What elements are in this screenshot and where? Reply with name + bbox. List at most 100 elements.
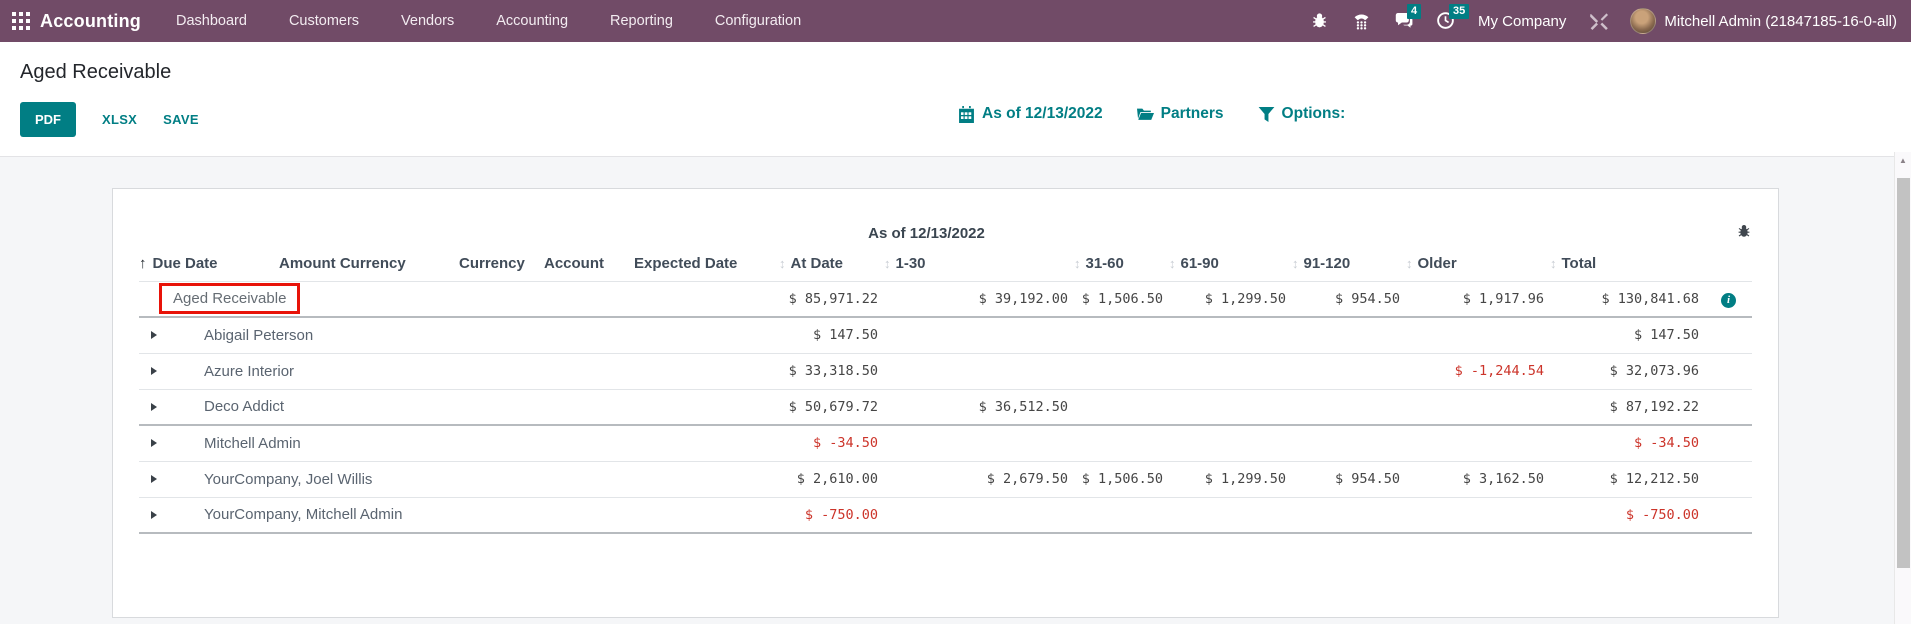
sort-icon: ↕ [884, 256, 891, 271]
amount-cell [1292, 497, 1406, 533]
amount-cell [1292, 317, 1406, 353]
total-row-label-cell[interactable]: Aged Receivable [139, 281, 779, 317]
sort-icon: ↕ [1550, 256, 1557, 271]
table-row: Deco Addict$ 50,679.72$ 36,512.50$ 87,19… [139, 389, 1752, 425]
report-card: As of 12/13/2022 ↑Due Date Amount [112, 188, 1779, 618]
amount-cell: $ 2,679.50 [884, 461, 1074, 497]
messages-badge: 4 [1407, 4, 1421, 19]
report-buttons: PDF XLSX SAVE [20, 102, 199, 137]
col-91-120[interactable]: ↕91-120 [1292, 247, 1406, 281]
expand-caret-icon[interactable] [139, 461, 169, 497]
company-switcher[interactable]: My Company [1478, 13, 1566, 30]
info-icon[interactable]: i [1721, 293, 1736, 308]
avatar [1630, 8, 1656, 34]
amount-cell [1292, 389, 1406, 425]
activities-badge: 35 [1449, 4, 1469, 19]
folder-icon [1137, 106, 1154, 123]
col-amount-currency[interactable]: Amount Currency [279, 247, 459, 281]
col-61-90[interactable]: ↕61-90 [1169, 247, 1292, 281]
menu-accounting[interactable]: Accounting [475, 0, 589, 42]
amount-cell [1292, 425, 1406, 461]
amount-cell: $ -1,244.54 [1406, 353, 1550, 389]
expand-caret-icon[interactable] [139, 389, 169, 425]
partner-name[interactable]: Azure Interior [169, 353, 779, 389]
phone-icon[interactable] [1352, 11, 1372, 31]
amount-cell [1292, 353, 1406, 389]
sort-icon: ↕ [1292, 256, 1299, 271]
total-1-30: $ 39,192.00 [884, 281, 1074, 317]
amount-cell [1406, 425, 1550, 461]
app-title: Accounting [40, 11, 141, 32]
total-at-date: $ 85,971.22 [779, 281, 884, 317]
amount-cell: $ -34.50 [1550, 425, 1705, 461]
amount-cell [1074, 425, 1169, 461]
calendar-icon [958, 106, 975, 123]
table-bug-icon[interactable] [1705, 219, 1752, 247]
amount-cell: $ -750.00 [779, 497, 884, 533]
options-filter-label: Options: [1282, 105, 1346, 123]
date-filter[interactable]: As of 12/13/2022 [958, 105, 1103, 123]
amount-cell: $ 12,212.50 [1550, 461, 1705, 497]
amount-cell: $ 33,318.50 [779, 353, 884, 389]
col-31-60[interactable]: ↕31-60 [1074, 247, 1169, 281]
expand-caret-icon[interactable] [139, 425, 169, 461]
date-filter-label: As of 12/13/2022 [982, 105, 1103, 123]
row-info-cell [1705, 461, 1752, 497]
apps-grid-icon [12, 12, 30, 30]
menu-vendors[interactable]: Vendors [380, 0, 475, 42]
col-1-30[interactable]: ↕1-30 [884, 247, 1074, 281]
sort-icon: ↕ [1074, 256, 1081, 271]
tools-icon[interactable] [1588, 11, 1608, 31]
partner-name[interactable]: Abigail Peterson [169, 317, 779, 353]
partner-name[interactable]: YourCompany, Joel Willis [169, 461, 779, 497]
row-info-cell [1705, 425, 1752, 461]
user-menu[interactable]: Mitchell Admin (21847185-16-0-all) [1630, 8, 1897, 34]
amount-cell [1169, 317, 1292, 353]
partner-name[interactable]: YourCompany, Mitchell Admin [169, 497, 779, 533]
expand-caret-icon[interactable] [139, 317, 169, 353]
messages-icon[interactable]: 4 [1394, 11, 1414, 31]
amount-cell [1074, 497, 1169, 533]
activities-clock-icon[interactable]: 35 [1436, 11, 1456, 31]
amount-cell: $ 3,162.50 [1406, 461, 1550, 497]
col-currency[interactable]: Currency [459, 247, 544, 281]
amount-cell [1406, 317, 1550, 353]
funnel-icon [1258, 106, 1275, 123]
col-older[interactable]: ↕Older [1406, 247, 1550, 281]
col-at-date[interactable]: ↕At Date [779, 247, 884, 281]
col-total[interactable]: ↕Total [1550, 247, 1705, 281]
amount-cell: $ 87,192.22 [1550, 389, 1705, 425]
control-panel: Aged Receivable PDF XLSX SAVE As of 12/1… [0, 42, 1911, 157]
scrollbar-up-arrow[interactable]: ▲ [1895, 152, 1911, 169]
row-info-cell [1705, 317, 1752, 353]
partners-filter-label: Partners [1161, 105, 1224, 123]
expand-caret-icon[interactable] [139, 497, 169, 533]
page-title: Aged Receivable [20, 61, 171, 84]
row-info-cell [1705, 389, 1752, 425]
xlsx-button[interactable]: XLSX [102, 112, 137, 127]
sort-icon: ↕ [1169, 256, 1176, 271]
bug-icon[interactable] [1310, 11, 1330, 31]
amount-cell [1406, 497, 1550, 533]
pdf-button[interactable]: PDF [20, 102, 76, 137]
col-expected-date[interactable]: Expected Date [634, 247, 779, 281]
partners-filter[interactable]: Partners [1137, 105, 1224, 123]
amount-cell [884, 353, 1074, 389]
col-account[interactable]: Account [544, 247, 634, 281]
scrollbar-thumb[interactable] [1897, 178, 1910, 568]
menu-configuration[interactable]: Configuration [694, 0, 822, 42]
partner-name[interactable]: Mitchell Admin [169, 425, 779, 461]
menu-reporting[interactable]: Reporting [589, 0, 694, 42]
app-switcher[interactable]: Accounting [0, 11, 155, 32]
row-info-cell [1705, 353, 1752, 389]
total-61-90: $ 1,299.50 [1169, 281, 1292, 317]
expand-caret-icon[interactable] [139, 353, 169, 389]
table-row: Azure Interior$ 33,318.50$ -1,244.54$ 32… [139, 353, 1752, 389]
amount-cell [1074, 389, 1169, 425]
menu-customers[interactable]: Customers [268, 0, 380, 42]
menu-dashboard[interactable]: Dashboard [155, 0, 268, 42]
partner-name[interactable]: Deco Addict [169, 389, 779, 425]
save-button[interactable]: SAVE [163, 112, 199, 127]
col-due-date[interactable]: ↑Due Date [139, 247, 279, 281]
options-filter[interactable]: Options: [1258, 105, 1346, 123]
